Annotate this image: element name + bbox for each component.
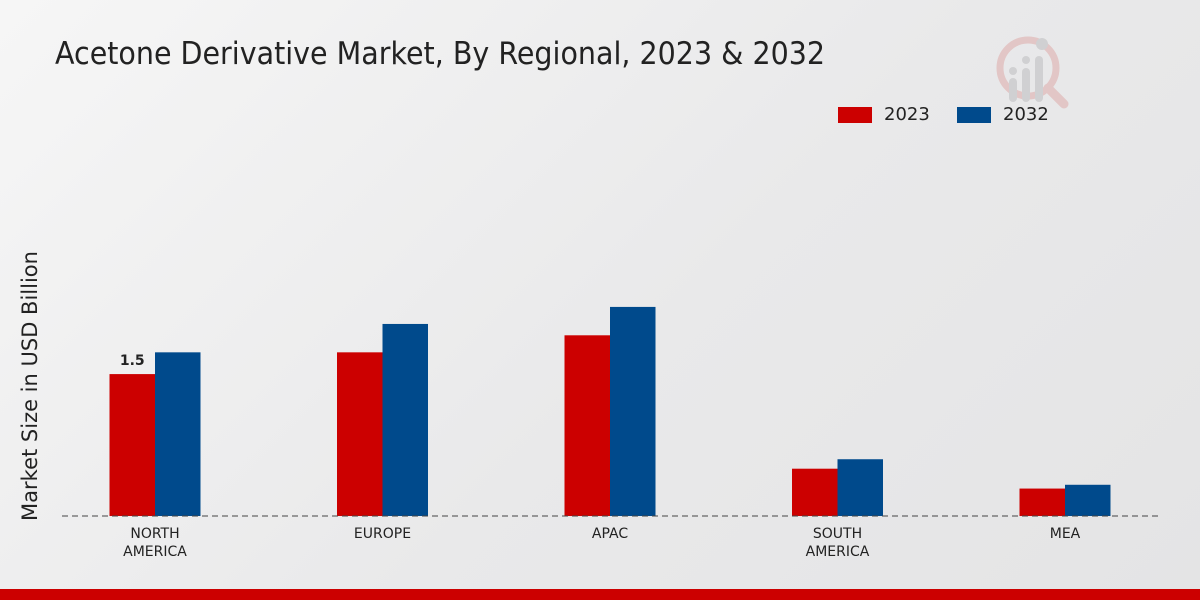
- x-tick-label-line: MEA: [1050, 526, 1081, 542]
- x-tick-label-line: SOUTH: [813, 526, 862, 542]
- x-tick-label-line: NORTH: [130, 526, 179, 542]
- x-tick-label-line: APAC: [592, 526, 628, 542]
- x-tick-label-line: AMERICA: [123, 544, 187, 560]
- legend-label-2032: 2032: [1003, 104, 1049, 125]
- bar-2032-4: [1065, 484, 1111, 516]
- bar-2023-3: [792, 468, 838, 516]
- data-label: 1.5: [120, 353, 145, 369]
- legend-label-2023: 2023: [884, 104, 930, 125]
- legend-item-2023: 2023: [838, 104, 930, 125]
- bar-2032-3: [837, 459, 883, 516]
- bar-2023-4: [1019, 488, 1065, 516]
- legend-item-2032: 2032: [957, 104, 1049, 125]
- legend-swatch-2032: [957, 106, 991, 123]
- x-tick-label: MEA: [1050, 526, 1081, 542]
- bar-2032-2: [610, 306, 656, 516]
- x-tick-label-line: AMERICA: [806, 544, 870, 560]
- x-tick-label: NORTH AMERICA: [123, 526, 187, 560]
- x-tick-label-line: EUROPE: [354, 526, 411, 542]
- bar-2032-1: [382, 323, 428, 516]
- x-tick-label: EUROPE: [354, 526, 411, 542]
- bar-2023-0: [109, 374, 155, 516]
- x-tick-label: SOUTH AMERICA: [806, 526, 870, 560]
- footer-accent-bar: [0, 589, 1200, 600]
- bar-2023-2: [564, 335, 610, 516]
- bar-2032-0: [155, 352, 201, 516]
- legend-swatch-2023: [838, 106, 872, 123]
- x-tick-label: APAC: [592, 526, 628, 542]
- chart-title: Acetone Derivative Market, By Regional, …: [55, 36, 826, 72]
- bar-2023-1: [337, 352, 383, 516]
